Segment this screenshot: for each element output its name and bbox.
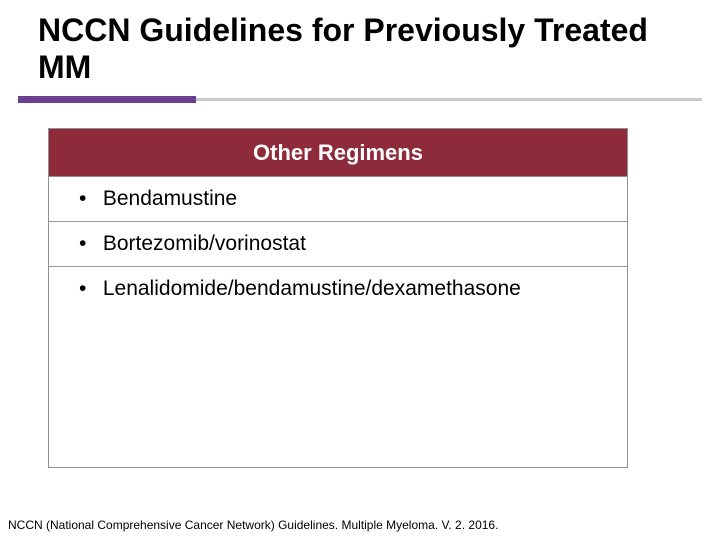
table-row: • Bendamustine <box>49 177 627 222</box>
row-text: Bortezomib/vorinostat <box>103 232 306 255</box>
bullet-icon: • <box>79 187 97 211</box>
slide: NCCN Guidelines for Previously Treated M… <box>0 0 720 540</box>
row-text: Bendamustine <box>103 187 237 210</box>
underline-rest <box>196 98 702 101</box>
regimens-table: Other Regimens • Bendamustine • Bortezom… <box>48 128 628 468</box>
footnote: NCCN (National Comprehensive Cancer Netw… <box>8 518 498 532</box>
title-underline <box>18 96 702 104</box>
row-text: Lenalidomide/bendamustine/dexamethasone <box>103 277 521 300</box>
table-row: • Bortezomib/vorinostat <box>49 222 627 267</box>
bullet-icon: • <box>79 277 97 301</box>
slide-title: NCCN Guidelines for Previously Treated M… <box>38 12 690 86</box>
bullet-icon: • <box>79 232 97 256</box>
underline-accent <box>18 96 196 103</box>
table-header: Other Regimens <box>49 129 627 177</box>
table-row: • Lenalidomide/bendamustine/dexamethason… <box>49 267 627 311</box>
